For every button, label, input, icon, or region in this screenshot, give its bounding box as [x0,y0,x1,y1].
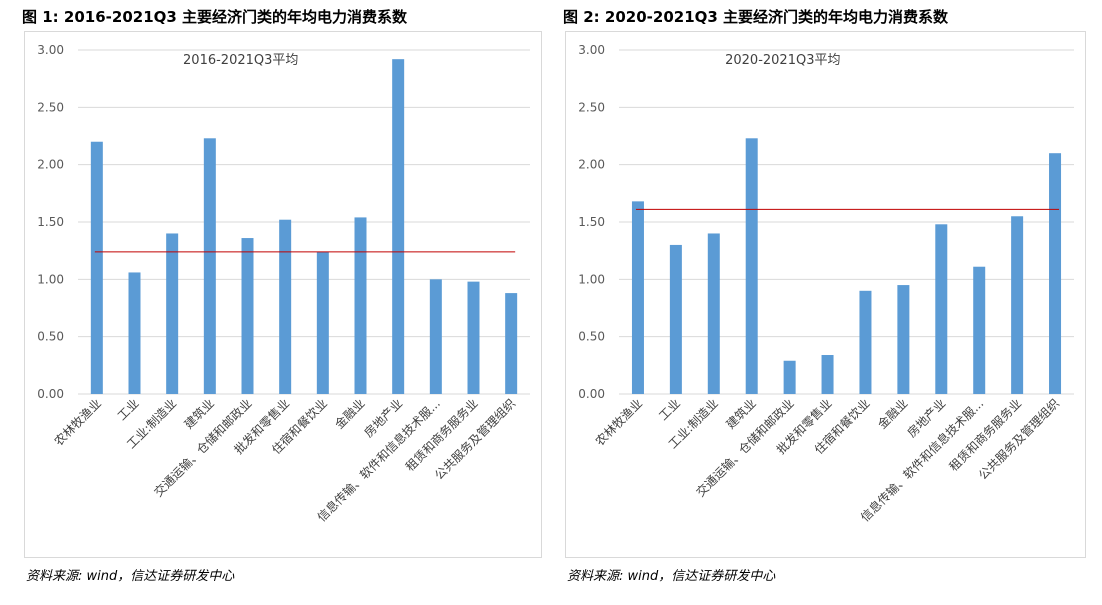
figure-title-2: 图 2: 2020-2021Q3 主要经济门类的年均电力消费系数 [563,6,948,27]
bar [505,293,518,394]
x-tick-label: 农林牧渔业 [52,396,104,448]
y-tick-label: 2.00 [37,158,64,172]
bar [467,281,480,394]
bar [631,201,644,394]
bar [707,233,720,394]
chart-title-1: 2016-2021Q3 主要经济门类的年均电力消费系数 [63,8,408,26]
average-annotation: 2016-2021Q3平均 [183,53,298,68]
bar-chart-1: 0.00 0.50 1.00 1.50 2.00 2.50 3.00 2016-2021Q3平… [37,43,530,525]
bar [166,233,179,394]
x-tick-label: 工业 [115,396,142,423]
y-tick-label: 2.00 [578,158,605,172]
bar [1049,153,1062,394]
average-annotation: 2020-2021Q3平均 [725,53,840,68]
y-tick-label: 1.50 [37,215,64,229]
figure-label-2: 图 2: [563,8,600,26]
chart-title-2: 2020-2021Q3 主要经济门类的年均电力消费系数 [604,8,949,26]
bar [859,290,872,394]
x-tick-label: 建筑业 [723,396,759,432]
y-tick-label: 1.00 [37,272,64,286]
bar [316,251,329,394]
bar [241,238,254,394]
bar [128,272,141,394]
bar-chart-2: 0.00 0.50 1.00 1.50 2.00 2.50 3.00 2020-2021Q3平… [578,43,1074,525]
chart-frame-2 [565,31,1086,558]
bar [897,285,910,394]
y-tick-label: 0.50 [578,330,605,344]
bar [354,217,367,394]
figure-label-1: 图 1: [22,8,59,26]
bar [821,355,834,394]
chart-panel-2: 图 2: 2020-2021Q3 主要经济门类的年均电力消费系数 0.00 0.5… [563,0,1098,605]
y-tick-label: 1.00 [578,272,605,286]
y-tick-label: 0.00 [578,387,605,401]
source-note-2: 资料来源: wind，信达证券研发中心 [567,569,776,584]
bar [783,360,796,394]
bar [973,266,986,394]
bar [935,224,948,394]
y-tick-label: 0.00 [37,387,64,401]
bar [392,59,405,394]
x-tick-label: 农林牧渔业 [593,396,645,448]
x-tick-label: 工业 [656,396,683,423]
x-tick-label: 金融业 [332,396,368,432]
source-note-1: 资料来源: wind，信达证券研发中心 [26,569,235,584]
y-tick-label: 2.50 [578,100,605,114]
y-tick-label: 0.50 [37,330,64,344]
bar [90,141,103,394]
bar [279,219,292,394]
bar [429,279,442,394]
y-tick-label: 1.50 [578,215,605,229]
x-tick-label: 金融业 [874,396,910,432]
y-tick-label: 2.50 [37,100,64,114]
chart-panel-1: 图 1: 2016-2021Q3 主要经济门类的年均电力消费系数 0.00 0.5… [22,0,557,605]
y-tick-label: 3.00 [37,43,64,57]
x-tick-label: 建筑业 [181,396,217,432]
bar [669,244,682,394]
chart-frame-1 [24,31,542,558]
bar [745,138,758,394]
figure-title-1: 图 1: 2016-2021Q3 主要经济门类的年均电力消费系数 [22,6,407,27]
bar [203,138,216,394]
y-tick-label: 3.00 [578,43,605,57]
bar [1011,216,1024,394]
